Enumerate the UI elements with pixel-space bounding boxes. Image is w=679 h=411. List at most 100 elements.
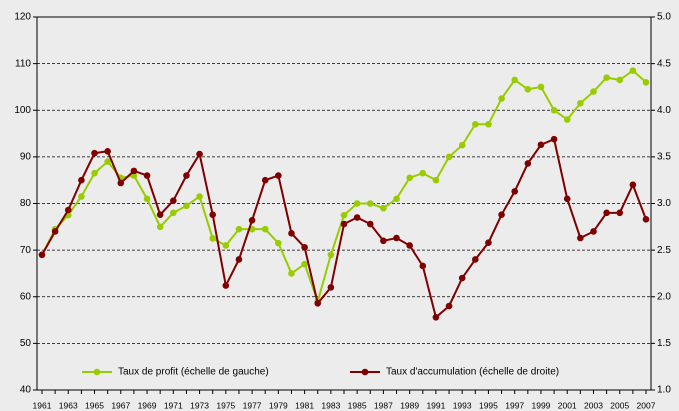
legend-marker <box>93 368 101 376</box>
point <box>235 256 243 263</box>
x-tick-label: 1995 <box>479 400 498 410</box>
point <box>248 216 256 224</box>
point <box>498 211 505 218</box>
point <box>196 150 203 158</box>
point <box>130 167 138 175</box>
point <box>458 141 466 149</box>
point <box>104 158 111 165</box>
point <box>104 147 111 155</box>
point <box>196 193 203 200</box>
point <box>393 195 400 203</box>
point <box>117 179 125 187</box>
point <box>183 172 190 179</box>
x-tick-label: 1993 <box>453 400 472 410</box>
x-tick-label: 1965 <box>85 400 104 410</box>
legend-label: Taux de profit (échelle de gauche) <box>118 367 269 378</box>
point <box>563 116 571 123</box>
x-tick-label: 1969 <box>138 400 157 410</box>
point <box>327 251 335 259</box>
point <box>537 83 545 91</box>
point <box>472 120 479 128</box>
x-tick-label: 1991 <box>426 400 445 410</box>
y2-tick-label: 1.0 <box>657 385 671 396</box>
y2-tick-label: 4.0 <box>657 105 671 116</box>
point <box>64 206 72 214</box>
point <box>603 209 610 217</box>
x-tick-label: 1987 <box>374 400 393 410</box>
point <box>616 209 624 217</box>
x-tick-label: 1983 <box>321 400 340 410</box>
point <box>629 67 637 74</box>
y2-tick-label: 3.5 <box>657 152 671 163</box>
point <box>170 209 177 217</box>
point <box>393 234 400 242</box>
point <box>432 313 440 321</box>
point <box>340 211 348 219</box>
y2-tick-label: 5.0 <box>657 12 671 23</box>
point <box>577 99 584 107</box>
point <box>235 225 243 233</box>
x-tick-label: 2005 <box>610 400 629 410</box>
point <box>222 242 230 249</box>
point <box>445 302 453 310</box>
y2-tick-label: 4.5 <box>657 58 671 69</box>
point <box>485 120 492 128</box>
point <box>537 141 545 149</box>
point <box>472 256 479 263</box>
point <box>642 78 650 86</box>
y-tick-label: 60 <box>20 291 32 302</box>
point <box>445 153 453 161</box>
point <box>183 202 190 210</box>
point <box>156 211 164 218</box>
point <box>629 181 637 189</box>
point <box>340 220 348 228</box>
point <box>130 172 138 179</box>
point <box>616 76 624 84</box>
legend-label: Taux d'accumulation (échelle de droite) <box>386 367 559 378</box>
point <box>91 149 98 157</box>
point <box>642 216 650 223</box>
x-tick-label: 1977 <box>243 400 262 410</box>
y2-tick-label: 2.5 <box>657 245 671 256</box>
point <box>419 262 427 270</box>
point <box>498 95 505 102</box>
point <box>261 225 269 233</box>
point <box>275 239 282 247</box>
point <box>603 74 610 81</box>
point <box>301 244 308 251</box>
point <box>485 239 492 246</box>
point <box>261 176 269 184</box>
point <box>563 195 571 203</box>
point <box>301 260 308 268</box>
point <box>511 188 518 195</box>
y-tick-label: 100 <box>14 105 31 116</box>
x-tick-label: 1981 <box>295 400 314 410</box>
y-tick-label: 80 <box>20 198 32 209</box>
x-tick-label: 1961 <box>33 400 52 410</box>
point <box>577 234 584 242</box>
point <box>380 237 387 245</box>
y-tick-label: 90 <box>20 152 32 163</box>
y2-tick-label: 3.0 <box>657 198 671 209</box>
point <box>380 204 387 212</box>
x-tick-label: 1985 <box>348 400 367 410</box>
point <box>458 274 466 282</box>
point <box>91 169 98 177</box>
point <box>590 228 597 235</box>
x-tick-label: 1973 <box>190 400 209 410</box>
point <box>524 85 532 93</box>
y2-tick-label: 1.5 <box>657 338 671 349</box>
point <box>275 172 282 179</box>
legend-marker <box>361 368 369 376</box>
y-tick-label: 50 <box>20 338 32 349</box>
point <box>590 88 597 95</box>
x-tick-label: 1975 <box>216 400 235 410</box>
x-tick-label: 2003 <box>584 400 603 410</box>
point <box>38 251 46 259</box>
point <box>51 228 59 235</box>
x-tick-label: 1963 <box>59 400 78 410</box>
point <box>366 200 374 207</box>
point <box>524 160 532 167</box>
point <box>366 220 374 228</box>
